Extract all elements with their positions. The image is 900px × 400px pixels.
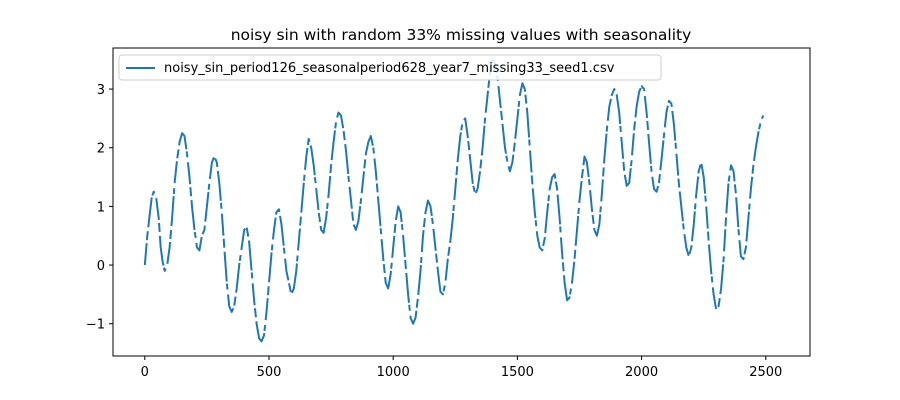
x-tick-label: 0 — [141, 365, 149, 380]
x-tick-label: 500 — [257, 365, 282, 380]
chart-title: noisy sin with random 33% missing values… — [231, 26, 692, 44]
legend: noisy_sin_period126_seasonalperiod628_ye… — [118, 54, 662, 81]
legend-label: noisy_sin_period126_seasonalperiod628_ye… — [164, 61, 615, 76]
series-line-0 — [143, 58, 765, 343]
x-tick-label: 1500 — [501, 365, 534, 380]
y-tick-label: 1 — [97, 200, 105, 215]
plot-frame — [112, 47, 811, 357]
x-tick-label: 2000 — [625, 365, 658, 380]
legend-box — [118, 54, 662, 81]
y-tick-label: 2 — [97, 142, 105, 157]
x-tick-label: 2500 — [749, 365, 782, 380]
y-tick-label: 3 — [97, 83, 105, 98]
x-tick-label: 1000 — [377, 365, 410, 380]
y-tick-label: −1 — [86, 318, 105, 333]
y-tick-label: 0 — [97, 259, 105, 274]
